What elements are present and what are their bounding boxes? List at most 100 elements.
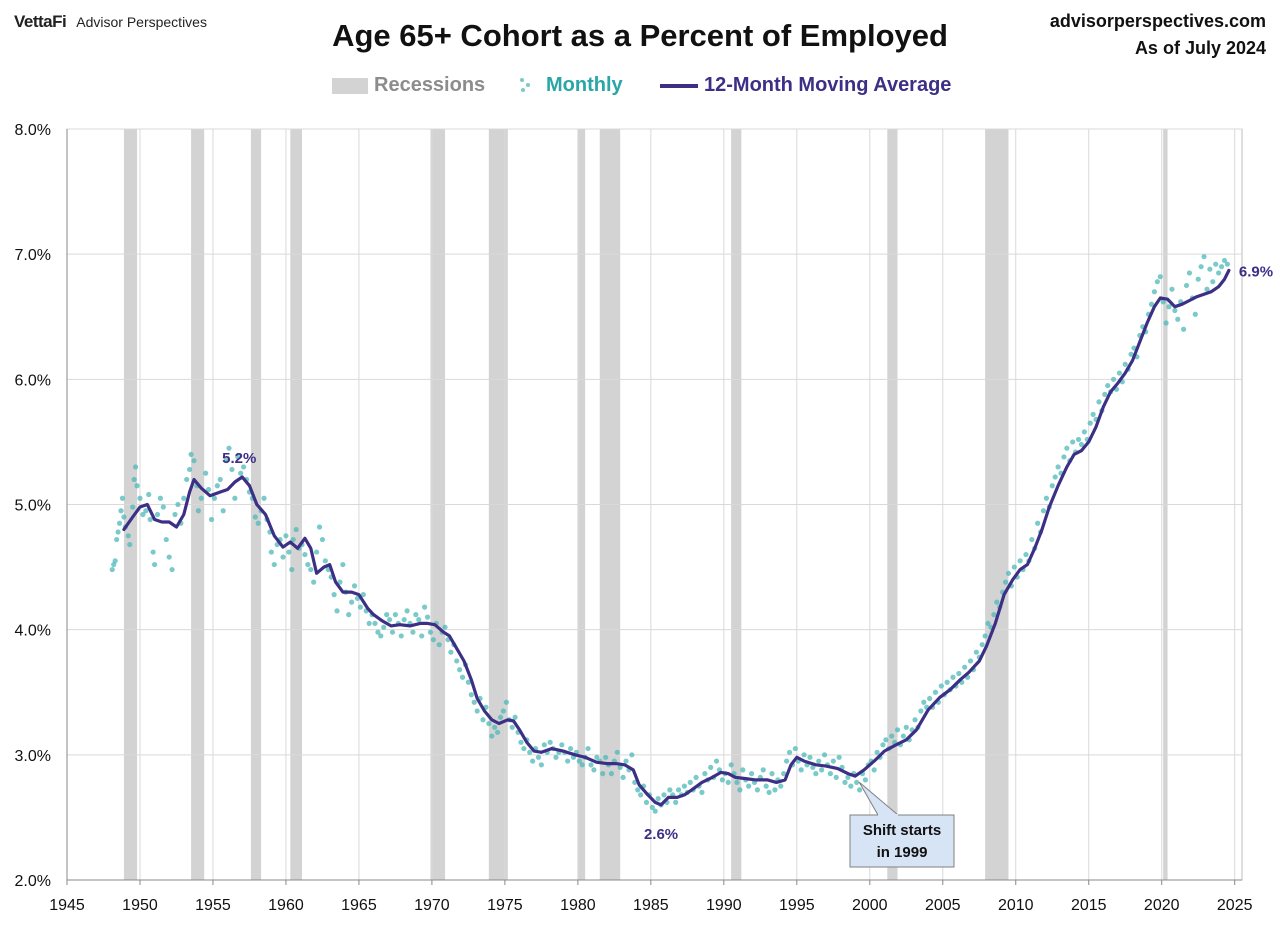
brand-name: Advisor Perspectives <box>76 14 207 30</box>
monthly-point <box>372 620 378 627</box>
monthly-point <box>454 658 460 664</box>
monthly-point <box>384 612 390 618</box>
monthly-point <box>1175 316 1181 322</box>
monthly-point <box>801 752 807 758</box>
monthly-point <box>848 783 854 789</box>
monthly-point <box>308 566 314 573</box>
monthly-point <box>203 470 209 476</box>
legend-monthly: Monthly <box>520 74 623 97</box>
monthly-point <box>404 608 410 614</box>
monthly-point <box>305 561 311 568</box>
monthly-point <box>351 583 358 589</box>
monthly-point <box>147 516 153 523</box>
monthly-point <box>956 670 962 677</box>
x-tick-label: 2000 <box>852 897 888 914</box>
monthly-point <box>702 771 708 777</box>
monthly-point <box>1154 279 1160 285</box>
monthly-point <box>184 476 190 483</box>
callout-text-line: in 1999 <box>877 844 928 861</box>
monthly-point <box>623 758 629 764</box>
monthly-point <box>1078 441 1085 448</box>
monthly-point <box>769 771 775 777</box>
monthly-point <box>766 789 772 795</box>
monthly-point <box>334 608 340 614</box>
annotation-peak: 5.2% <box>222 450 256 467</box>
monthly-point <box>386 617 393 623</box>
monthly-point <box>349 599 355 605</box>
monthly-point <box>629 752 635 758</box>
monthly-point <box>191 458 197 464</box>
monthly-point <box>603 754 609 760</box>
x-tick-label: 1955 <box>195 897 231 914</box>
monthly-point <box>119 495 126 501</box>
monthly-point <box>518 739 524 745</box>
monthly-point <box>188 451 194 458</box>
monthly-point <box>1070 439 1076 445</box>
monthly-point <box>600 771 606 777</box>
monthly-point <box>311 579 317 585</box>
monthly-point <box>944 679 950 685</box>
y-tick-label: 5.0% <box>15 498 51 515</box>
monthly-point <box>1169 286 1175 292</box>
monthly-point <box>302 551 308 558</box>
monthly-point <box>1035 520 1041 526</box>
monthly-point <box>1192 311 1198 317</box>
monthly-point <box>871 767 877 773</box>
monthly-point <box>854 779 860 785</box>
monthly-point <box>708 764 714 770</box>
monthly-point <box>783 758 790 764</box>
monthly-point <box>527 749 533 755</box>
monthly-point <box>862 777 869 783</box>
monthly-point <box>786 749 793 755</box>
brand: VettaFi Advisor Perspectives <box>14 12 207 32</box>
monthly-point <box>1128 351 1134 357</box>
monthly-point <box>125 533 131 539</box>
monthly-point <box>360 592 366 598</box>
monthly-point <box>1116 370 1122 376</box>
monthly-point <box>413 612 419 618</box>
monthly-point <box>474 708 480 714</box>
monthly-point <box>1090 411 1096 417</box>
y-tick-label: 4.0% <box>15 623 51 640</box>
monthly-point <box>157 495 164 501</box>
monthly-point <box>576 758 582 764</box>
monthly-point <box>229 466 235 473</box>
monthly-point <box>1005 570 1012 576</box>
monthly-point <box>921 699 927 705</box>
legend-recessions-swatch <box>332 77 368 94</box>
monthly-point <box>781 771 787 777</box>
monthly-point <box>821 752 828 758</box>
monthly-point <box>427 629 434 635</box>
x-tick-label: 2025 <box>1217 897 1253 914</box>
legend-recessions-label: Recessions <box>374 74 486 96</box>
monthly-point <box>401 617 407 623</box>
annotation-trough: 2.6% <box>644 826 678 843</box>
monthly-point <box>754 787 761 793</box>
monthly-point <box>740 767 746 773</box>
monthly-point <box>1207 266 1213 272</box>
x-tick-label: 1970 <box>414 897 450 914</box>
monthly-point <box>728 762 734 768</box>
monthly-point <box>293 526 299 533</box>
monthly-point <box>880 742 886 748</box>
monthly-point <box>1213 261 1219 267</box>
monthly-point <box>856 787 863 793</box>
monthly-point <box>319 536 326 543</box>
monthly-point <box>1148 301 1155 307</box>
monthly-point <box>918 708 924 714</box>
monthly-point <box>579 762 585 768</box>
monthly-point <box>652 808 658 814</box>
monthly-point <box>719 777 725 783</box>
monthly-point <box>181 495 187 501</box>
monthly-point <box>465 679 471 685</box>
moving-average-line <box>122 268 1231 807</box>
monthly-point <box>1011 564 1017 570</box>
x-tick-label: 2010 <box>998 897 1034 914</box>
monthly-point <box>991 612 997 618</box>
monthly-point <box>950 674 956 680</box>
monthly-point <box>494 729 501 735</box>
monthly-point <box>693 774 699 780</box>
monthly-point <box>661 792 667 798</box>
monthly-point <box>116 520 123 526</box>
monthly-point <box>1043 495 1050 501</box>
